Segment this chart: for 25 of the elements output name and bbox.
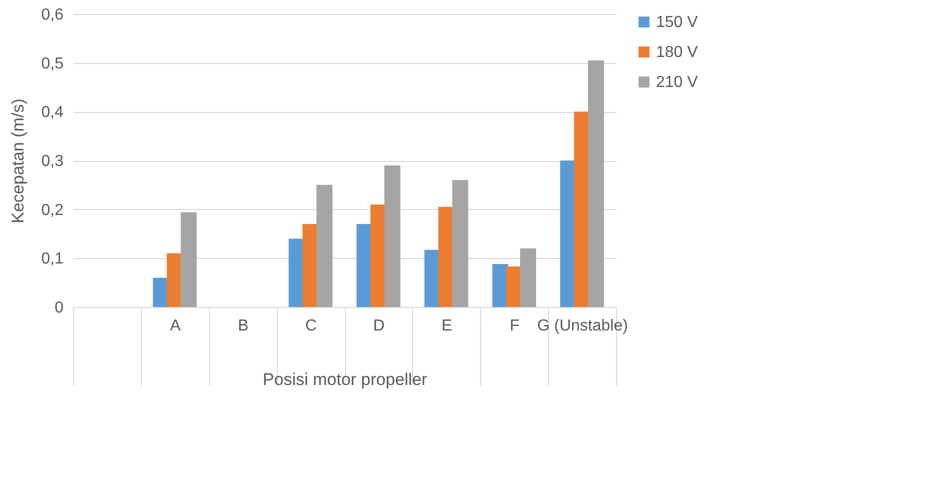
legend-label: 150 V [656,14,698,31]
x-tick-label: A [170,318,181,334]
y-tick-label: 0,6 [41,6,64,24]
bar [316,184,332,307]
x-tick-label: F [510,318,520,334]
bar [180,212,197,307]
bar [452,180,468,307]
y-tick-label: 0,1 [41,250,64,268]
y-tick-label: 0,4 [41,104,64,122]
x-tick-label: C [305,318,317,334]
x-tick-label: D [373,318,385,334]
y-tick-label: 0 [54,300,64,316]
y-tick-label: 0,2 [41,202,64,219]
x-tick-label: G (Unstable) [537,318,628,334]
x-axis-title: Posisi motor propeller [262,370,428,389]
legend-label: 180 V [656,44,698,61]
legend-label: 210 V [656,74,698,91]
x-tick-label: E [441,318,452,334]
bar [520,248,536,307]
x-tick-label: B [238,318,249,334]
bar [588,60,604,307]
y-tick-label: 0,3 [41,153,64,170]
bar [384,165,400,307]
y-tick-label: 0,5 [41,55,64,72]
y-axis-title: Kecepatan (m/s) [8,98,28,224]
